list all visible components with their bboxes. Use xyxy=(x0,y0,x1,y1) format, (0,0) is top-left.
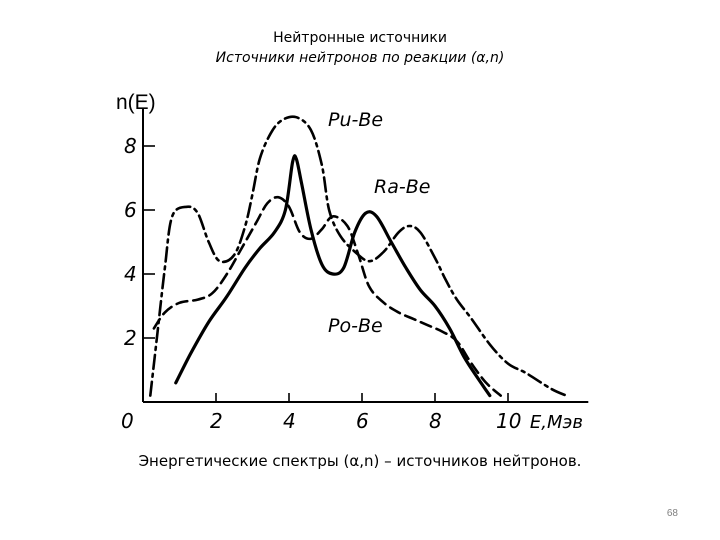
slide-subtitle: Источники нейтронов по реакции (α,n) xyxy=(215,50,505,66)
x-axis-label: E,Мэв xyxy=(530,412,583,433)
x-tick-label: 4 xyxy=(283,409,296,433)
series-label-ra-be: Ra-Be xyxy=(374,176,430,198)
x-tick-label: 0 xyxy=(121,409,134,433)
figure-caption: Энергетические спектры (α,n) – источнико… xyxy=(138,452,582,470)
series-line-po-be xyxy=(152,195,502,397)
y-tick-label: 4 xyxy=(124,262,137,286)
slide-title: Нейтронные источники xyxy=(273,30,447,46)
y-tick-label: 2 xyxy=(124,326,137,350)
y-axis-label: n(E) xyxy=(116,91,156,114)
page-number: 68 xyxy=(666,508,678,519)
series-line-ra-be xyxy=(174,154,492,398)
series-label-pu-be: Pu-Be xyxy=(328,109,383,131)
x-tick-label: 6 xyxy=(356,409,369,433)
y-tick-label: 6 xyxy=(124,198,137,222)
series-line-pu-be xyxy=(149,115,568,397)
x-tick-label: 10 xyxy=(496,409,521,433)
x-tick-label: 8 xyxy=(429,409,442,433)
y-tick-label: 8 xyxy=(124,134,137,158)
series-label-po-be: Po-Be xyxy=(328,315,383,337)
x-tick-label: 2 xyxy=(210,409,223,433)
